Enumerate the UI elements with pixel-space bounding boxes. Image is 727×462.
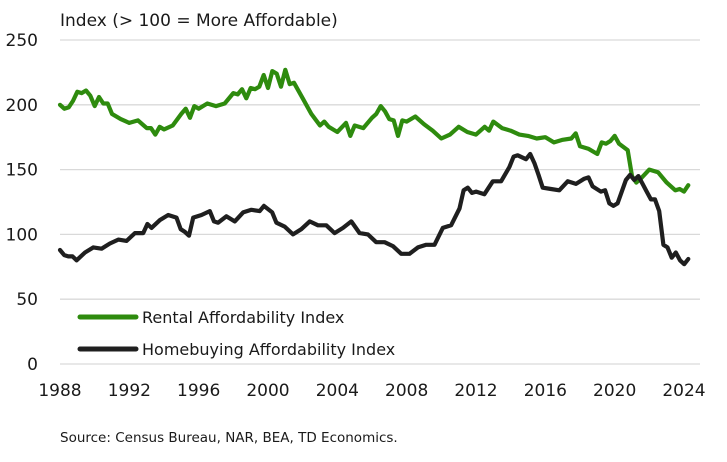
legend-label-rental: Rental Affordability Index: [142, 308, 344, 327]
chart-title: Index (> 100 = More Affordable): [60, 11, 338, 31]
source-note: Source: Census Bureau, NAR, BEA, TD Econ…: [60, 430, 398, 446]
y-tick-label: 50: [16, 290, 38, 310]
x-tick-label: 2008: [385, 381, 428, 401]
x-tick-label: 2004: [316, 381, 359, 401]
x-tick-label: 2012: [454, 381, 497, 401]
x-tick-label: 2024: [662, 381, 705, 401]
x-tick-label: 1992: [108, 381, 151, 401]
y-tick-label: 150: [6, 161, 38, 181]
legend: Rental Affordability Index Homebuying Af…: [77, 308, 395, 359]
y-axis-ticks: 0 50 100 150 200 250: [6, 31, 38, 375]
y-tick-label: 250: [6, 31, 38, 51]
series-lines: [57, 67, 691, 267]
y-tick-label: 100: [6, 225, 38, 245]
x-tick-label: 2016: [524, 381, 567, 401]
y-tick-label: 0: [27, 355, 38, 375]
series-line-rental: [57, 67, 691, 194]
x-tick-label: 2020: [593, 381, 636, 401]
legend-label-homebuying: Homebuying Affordability Index: [142, 340, 395, 359]
x-axis-ticks: 1988 1992 1996 2000 2004 2008 2012 2016 2020 2024: [38, 381, 705, 401]
x-tick-label: 1988: [38, 381, 81, 401]
x-tick-label: 2000: [246, 381, 289, 401]
y-tick-label: 200: [6, 96, 38, 116]
x-tick-label: 1996: [177, 381, 220, 401]
series-line-homebuying: [57, 151, 691, 267]
